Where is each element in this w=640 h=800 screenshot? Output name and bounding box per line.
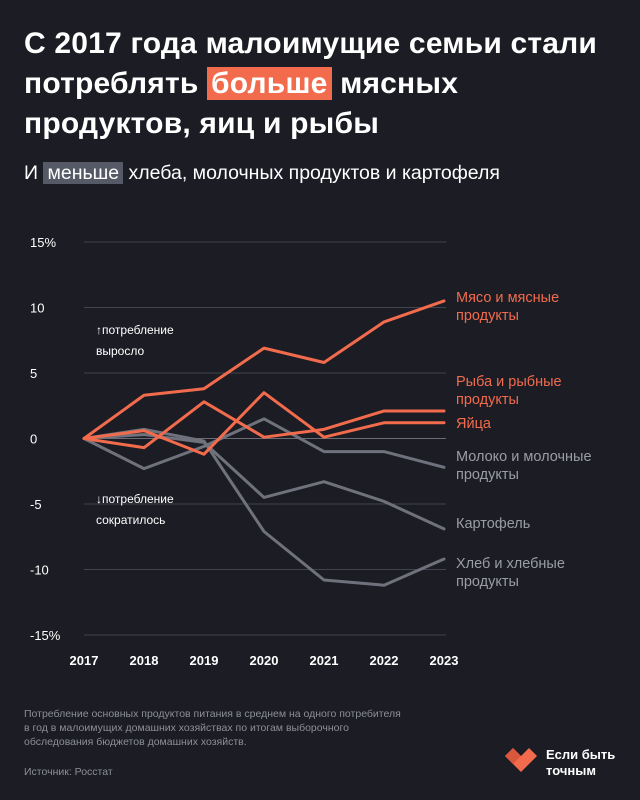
series-label: Молоко и молочные xyxy=(456,449,592,465)
title-highlight: больше xyxy=(207,67,332,100)
subtitle-highlight: меньше xyxy=(43,162,124,184)
y-tick-label: 5 xyxy=(30,366,37,381)
annotation-down-line2: сократилось xyxy=(96,513,165,527)
y-tick-label: -10 xyxy=(30,563,49,578)
title-part2: мясных продуктов, яиц и рыбы xyxy=(24,67,459,140)
y-tick-label: -15% xyxy=(30,628,61,643)
chart-subtitle: И меньше хлеба, молочных продуктов и кар… xyxy=(24,160,624,186)
series-lines-layer xyxy=(82,299,446,587)
line-chart: 15% 10 5 0 -5 -10 -15% 2017 2018 2019 2020 2021 2022… xyxy=(30,235,592,668)
series-line xyxy=(82,417,446,471)
subtitle-part1: И xyxy=(24,162,44,184)
series-label: Мясо и мясные xyxy=(456,290,559,306)
x-tick-label: 2018 xyxy=(130,653,159,668)
series-label: Яйца xyxy=(456,416,492,432)
series-line xyxy=(82,400,446,450)
series-label: продукты xyxy=(456,392,519,408)
series-label: Хлеб и хлебные xyxy=(456,556,565,572)
annotation-down-line1: ↓потребление xyxy=(96,492,174,506)
chart-title: С 2017 года малоимущие семьи стали потре… xyxy=(24,24,624,144)
annotation-up-line1: ↑потребление xyxy=(96,323,174,337)
source-note: Источник: Росстат xyxy=(24,766,113,778)
x-tick-label: 2017 xyxy=(70,653,99,668)
series-label: продукты xyxy=(456,574,519,590)
series-line xyxy=(82,433,446,531)
x-tick-label: 2021 xyxy=(310,653,339,668)
series-line xyxy=(82,391,446,456)
y-tick-label: 10 xyxy=(30,301,44,316)
grid-layer xyxy=(84,241,446,636)
brand-logo: Если быть точным xyxy=(501,740,631,790)
series-label: продукты xyxy=(456,467,519,483)
series-labels-layer: Мясо и мясные продукты Рыба и рыбные продук… xyxy=(456,290,592,590)
y-tick-label: 15% xyxy=(30,235,56,250)
y-tick-label: 0 xyxy=(30,432,37,447)
x-tick-label: 2019 xyxy=(190,653,219,668)
series-label: продукты xyxy=(456,308,519,324)
x-tick-label: 2022 xyxy=(370,653,399,668)
title-part1: С 2017 года малоимущие семьи стали потре… xyxy=(24,27,598,100)
heart-logo-icon xyxy=(505,748,537,772)
logo-text: Если быть точным xyxy=(546,747,616,778)
y-tick-label: -5 xyxy=(30,497,42,512)
series-line xyxy=(82,299,446,440)
x-tick-label: 2020 xyxy=(250,653,279,668)
series-label: Картофель xyxy=(456,516,530,532)
annotation-up-line2: выросло xyxy=(96,344,144,358)
footnote: Потребление основных продуктов питания в… xyxy=(24,708,401,748)
series-label: Рыба и рыбные xyxy=(456,374,562,390)
axis-layer: 15% 10 5 0 -5 -10 -15% 2017 2018 2019 2020 2021 2022… xyxy=(30,235,458,668)
subtitle-part2: хлеба, молочных продуктов и картофеля xyxy=(123,162,500,184)
annotation-layer: ↑потребление выросло ↓потребление сократ… xyxy=(96,323,174,527)
x-tick-label: 2023 xyxy=(430,653,459,668)
